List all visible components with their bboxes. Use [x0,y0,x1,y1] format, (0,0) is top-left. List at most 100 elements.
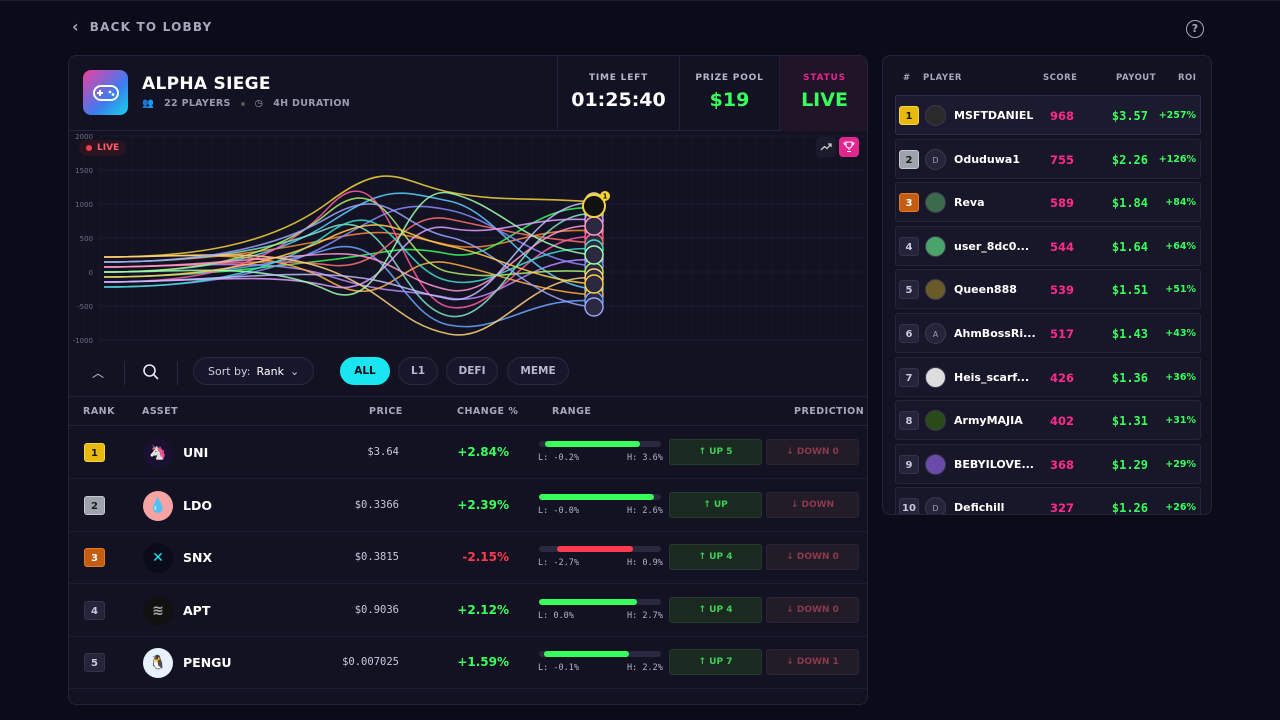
leader-badge [600,191,610,201]
leaderboard-row[interactable]: 3 Reva 589 $1.84 +84% [895,182,1201,223]
player-score-line [103,191,595,296]
player-payout: $1.84 [1111,196,1148,211]
leaderboard-row[interactable]: 6 A AhmBossRi... 517 $1.43 +43% [895,313,1201,353]
predict-up-button[interactable]: ↑ UP 4 [669,596,762,623]
player-payout: $1.43 [1111,327,1148,341]
leaderboard-row[interactable]: 2 D Oduduwa1 755 $2.26 +126% [895,138,1201,179]
status-label: STATUS [803,73,846,83]
asset-logo-icon: 🐧 [143,648,173,678]
sort-value: Rank [256,364,284,378]
player-name: user_8dc0... [954,239,1030,253]
table-row[interactable]: 3 ✕ SNX $0.3815 -2.15% L: -2.7% H: 0.9% ↑ UP 4 ↓… [69,532,867,584]
filter-defi[interactable]: DEFI [446,357,498,385]
predict-up-button[interactable]: ↑ UP 5 [669,439,762,465]
range-bar [539,598,661,605]
player-payout: $1.51 [1111,283,1148,298]
player-avatar-marker[interactable] [584,297,604,317]
predict-down-button[interactable]: ↓ DOWN 1 [766,649,859,675]
leaderboard-row[interactable]: 10 D Defichill 327 $1.26 +26% [895,487,1201,514]
predict-up-button[interactable]: ↑ UP 7 [669,649,762,675]
range-high: H: 0.9% [627,558,663,568]
predict-up-button[interactable]: ↑ UP [669,491,762,518]
leaderboard-row[interactable]: 5 Queen888 539 $1.51 +51% [895,269,1201,310]
player-avatar-marker[interactable] [584,216,604,236]
filter-all[interactable]: ALL [340,357,390,385]
predict-down-button[interactable]: ↓ DOWN 0 [766,596,859,623]
player-payout: $1.29 [1111,457,1148,472]
player-score: 539 [1049,283,1074,298]
asset-name: PENGU [183,655,232,670]
leaderboard-row[interactable]: 9 BEBYILOVE... 368 $1.29 +29% [895,443,1201,484]
toolbar-divider [124,361,125,385]
back-to-lobby-link[interactable]: ‹ BACK TO LOBBY [72,19,212,35]
range-low: L: -0.1% [538,663,579,673]
col-change: CHANGE % [457,406,519,417]
lb-col-payout: PAYOUT [1116,73,1156,83]
leaderboard-row[interactable]: 4 user_8dc0... 544 $1.64 +64% [895,225,1201,266]
table-row[interactable]: 4 ≋ APT $0.9036 +2.12% L: 0.0% H: 2.7% ↑ UP 4 ↓ … [69,585,867,637]
leaderboard-row[interactable]: 1 MSFTDANIEL 968 $3.57 +257% [895,95,1201,135]
table-row[interactable]: 1 🦄 UNI $3.64 +2.84% L: -0.2% H: 3.6% ↑ UP 5 ↓ D… [69,427,867,479]
help-icon[interactable]: ? [1186,20,1204,38]
avatar [925,410,946,432]
rank-badge: 5 [84,653,105,672]
predict-down-button[interactable]: ↓ DOWN 0 [766,544,859,570]
leader-avatar-marker[interactable] [582,194,606,218]
player-payout: $2.26 [1111,152,1148,167]
avatar: D [925,148,946,170]
player-avatar-marker[interactable] [584,274,604,294]
search-button[interactable] [141,362,161,382]
sort-dropdown[interactable]: Sort by: Rank ⌄ [193,357,315,385]
race-chart: 2000 1500 1000 500 0 -500 -1000 1 LIVE [69,131,867,351]
predict-down-button[interactable]: ↓ DOWN 0 [766,439,859,465]
asset-price: $0.3815 [354,551,399,563]
trend-view-button[interactable] [816,137,836,157]
search-icon [143,364,159,380]
predict-up-button[interactable]: ↑ UP 4 [669,544,762,570]
asset-name: UNI [183,445,209,460]
player-roi: +257% [1158,110,1196,121]
filter-l1[interactable]: L1 [398,357,438,385]
player-score-line [103,225,595,292]
player-score-line [103,202,595,301]
player-score: 517 [1049,327,1074,341]
lb-col-roi: ROI [1178,73,1197,83]
asset-change: +2.84% [457,445,509,459]
player-avatar-marker[interactable] [584,245,604,265]
leaderboard-rank: 1 [899,106,919,125]
asset-logo-icon: ≋ [143,595,173,626]
range-fill [539,598,637,605]
y-tick-label: -500 [77,303,93,311]
player-score-line [103,192,595,290]
gamepad-icon [83,70,128,115]
table-row[interactable]: 5 🐧 PENGU $0.007025 +1.59% L: -0.1% H: 2.2% ↑ U… [69,637,867,689]
leaderboard-rank: 10 [899,498,919,514]
toolbar-divider [177,361,178,385]
col-price: PRICE [369,406,403,417]
asset-change: -2.15% [462,550,509,564]
time-left-value: 01:25:40 [571,89,666,111]
col-rank: RANK [83,406,115,417]
col-range: RANGE [552,406,592,417]
live-badge: LIVE [79,140,127,156]
live-dot-icon [86,145,92,151]
prize-pool-value: $19 [709,89,750,111]
leaderboard-header: # PLAYER SCORE PAYOUT ROI [883,56,1211,96]
collapse-chart-button[interactable]: ︿ [91,366,104,380]
rank-badge: 4 [84,600,105,620]
leaderboard-rank: 2 [899,149,919,169]
y-tick-label: 0 [89,269,93,277]
asset-toolbar: ︿ Sort by: Rank ⌄ ALL L1 DEFI MEME [69,351,867,396]
filter-meme[interactable]: MEME [507,357,569,385]
range-high: H: 3.6% [627,453,663,463]
y-tick-label: 2000 [75,133,93,141]
leaderboard-row[interactable]: 7 Heis_scarf... 426 $1.36 +36% [895,356,1201,397]
predict-down-button[interactable]: ↓ DOWN [766,491,859,518]
trophy-view-button[interactable] [839,137,859,157]
asset-price: $0.9036 [354,603,399,616]
asset-price: $0.007025 [342,656,399,668]
avatar: A [925,323,946,344]
game-title: ALPHA SIEGE [142,74,271,94]
table-row[interactable]: 2 💧 LDO $0.3366 +2.39% L: -0.0% H: 2.6% ↑ UP ↓ D… [69,480,867,532]
leaderboard-row[interactable]: 8 ArmyMAJIA 402 $1.31 +31% [895,400,1201,441]
